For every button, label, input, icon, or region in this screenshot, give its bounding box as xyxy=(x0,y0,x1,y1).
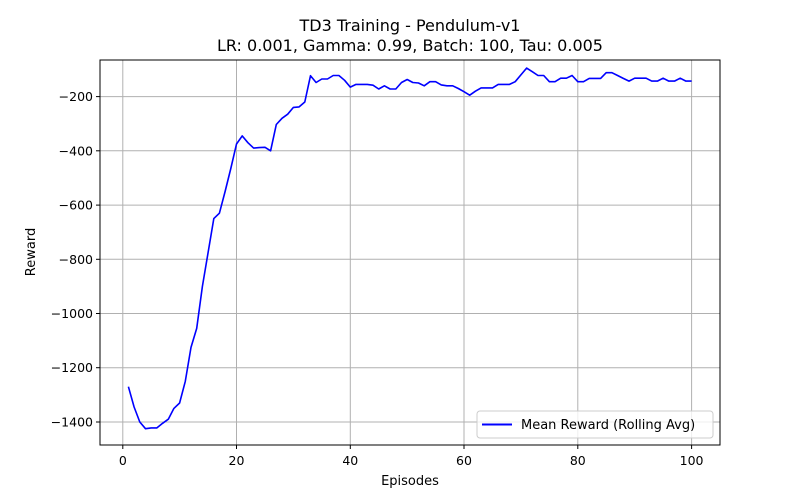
legend: Mean Reward (Rolling Avg) xyxy=(476,410,714,439)
x-axis-label: Episodes xyxy=(381,474,439,489)
legend-box xyxy=(476,410,714,439)
y-tick-label: −1400 xyxy=(51,415,93,430)
y-tick-label: −800 xyxy=(59,252,93,267)
x-tick-label: 40 xyxy=(342,453,358,468)
plot-frame xyxy=(99,59,721,446)
legend-label: Mean Reward (Rolling Avg) xyxy=(521,418,695,433)
y-tick-label: −1200 xyxy=(51,360,93,375)
x-tick-label: 20 xyxy=(229,453,245,468)
series-line xyxy=(127,67,692,430)
grid-lines xyxy=(100,60,720,445)
y-tick-label: −600 xyxy=(59,198,93,213)
x-tick-label: 0 xyxy=(119,453,127,468)
series-group xyxy=(127,67,692,430)
chart-subtitle: LR: 0.001, Gamma: 0.99, Batch: 100, Tau:… xyxy=(217,36,603,55)
x-tick-label: 80 xyxy=(570,453,586,468)
x-tick-label: 100 xyxy=(680,453,704,468)
x-axis-ticks: 0 20 40 60 80 100 xyxy=(119,445,704,468)
y-tick-label: −400 xyxy=(59,143,93,158)
y-tick-label: −200 xyxy=(59,89,93,104)
y-axis-label: Reward xyxy=(24,228,39,276)
chart-title: TD3 Training - Pendulum-v1 xyxy=(299,16,521,35)
y-tick-label: −1000 xyxy=(51,306,93,321)
y-axis-ticks: −1400 −1200 −1000 −800 −600 −400 −200 xyxy=(51,89,100,430)
x-tick-label: 60 xyxy=(456,453,472,468)
